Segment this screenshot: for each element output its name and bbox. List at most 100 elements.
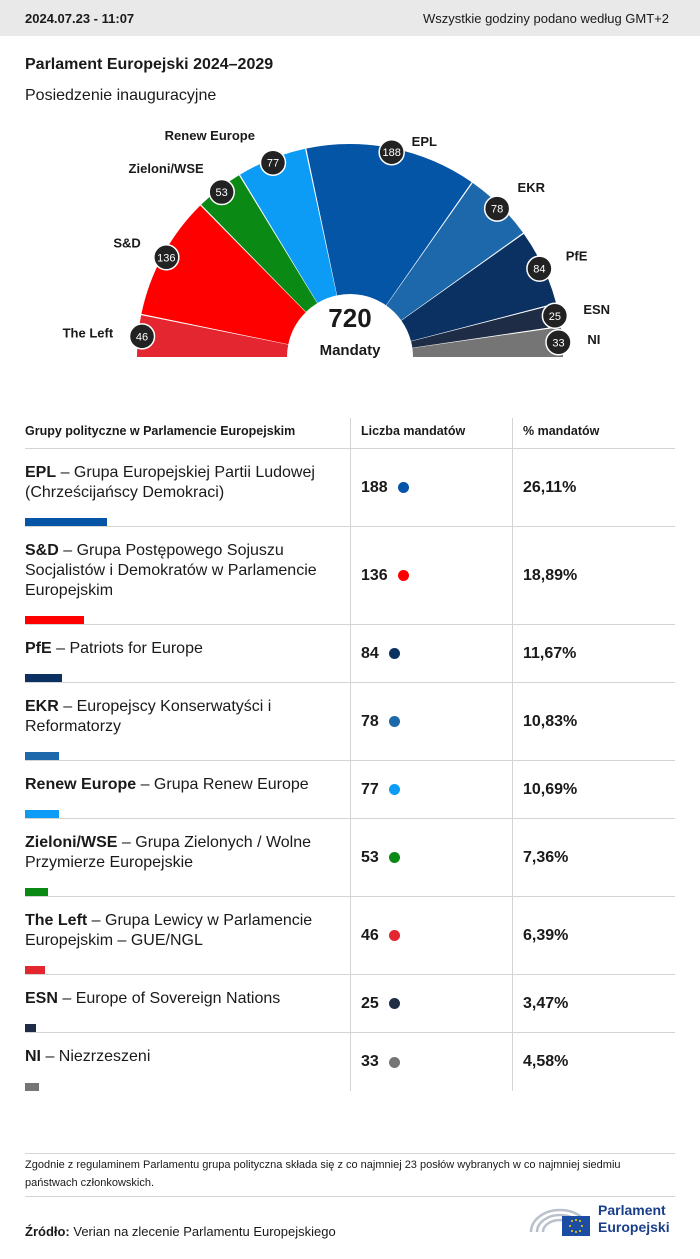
table-row: The Left – Grupa Lewicy w Parlamencie Eu… xyxy=(25,897,675,975)
segment-party-label: PfE xyxy=(566,248,588,263)
logo-text: Parlament Europejski xyxy=(598,1202,670,1236)
table-row: EKR – Europejscy Konserwatyści i Reforma… xyxy=(25,683,675,761)
group-name-cell: NI – Niezrzeszeni xyxy=(25,1033,350,1091)
header-groups: Grupy polityczne w Parlamencie Europejsk… xyxy=(25,424,296,438)
group-full-name: – Grupa Lewicy w Parlamencie Europejskim… xyxy=(25,912,313,949)
group-abbr: The Left xyxy=(25,912,88,929)
source-line: Źródło: Verian na zlecenie Parlamentu Eu… xyxy=(25,1224,336,1239)
group-name-cell: PfE – Patriots for Europe xyxy=(25,625,350,682)
seat-count-marker xyxy=(153,244,180,271)
seat-count: 136 xyxy=(361,566,388,584)
group-full-name: – Grupa Renew Europe xyxy=(136,776,309,793)
seats-cell: 33 xyxy=(350,1033,512,1091)
group-share-bar xyxy=(25,518,107,526)
percent-cell: 11,67% xyxy=(512,625,675,682)
seat-count: 33 xyxy=(361,1053,379,1070)
seats-cell: 77 xyxy=(350,761,512,818)
segment-value-label: 77 xyxy=(267,158,279,170)
segment-value-label: 136 xyxy=(157,252,175,264)
hemicycle-segment-1 xyxy=(141,205,306,345)
group-share-bar xyxy=(25,1024,36,1032)
table-row: S&D – Grupa Postępowego Sojuszu Socjalis… xyxy=(25,527,675,625)
table-row: PfE – Patriots for Europe 84 11,67% xyxy=(25,625,675,683)
seat-count: 53 xyxy=(361,848,379,866)
group-share-bar xyxy=(25,674,62,682)
hemicycle-chart: 46 The Left 136 S&D 53 Zieloni/WSE 77 Renew Eur… xyxy=(63,130,610,359)
segment-party-label: EPL xyxy=(412,134,437,149)
seats-cell: 188 xyxy=(350,449,512,526)
hemicycle-segment-2 xyxy=(201,175,318,312)
percent-cell: 3,47% xyxy=(512,975,675,1032)
group-full-name: – Patriots for Europe xyxy=(51,640,203,657)
group-full-name: – Niezrzeszeni xyxy=(41,1048,151,1065)
seat-count-marker xyxy=(526,255,553,282)
group-share-bar xyxy=(25,752,59,760)
segment-value-label: 84 xyxy=(533,264,545,276)
percent-cell: 18,89% xyxy=(512,527,675,624)
segment-value-label: 25 xyxy=(549,311,561,323)
hemicycle-segment-4 xyxy=(306,144,472,306)
table-body: EPL – Grupa Europejskiej Partii Ludowej … xyxy=(25,449,675,1091)
group-name-cell: EPL – Grupa Europejskiej Partii Ludowej … xyxy=(25,449,350,526)
group-name-cell: The Left – Grupa Lewicy w Parlamencie Eu… xyxy=(25,897,350,974)
group-color-dot xyxy=(388,784,400,795)
group-color-dot xyxy=(388,852,400,863)
table-row: Zieloni/WSE – Grupa Zielonych / Wolne Pr… xyxy=(25,819,675,897)
seat-count: 25 xyxy=(361,994,379,1012)
source-text: Verian na zlecenie Parlamentu Europejski… xyxy=(69,1224,336,1239)
group-name-cell: EKR – Europejscy Konserwatyści i Reforma… xyxy=(25,683,350,760)
total-seats-label: Mandaty xyxy=(320,342,382,359)
group-full-name: – Europe of Sovereign Nations xyxy=(57,990,281,1007)
group-abbr: PfE xyxy=(25,640,52,657)
ep-logo: Parlament Europejski xyxy=(527,1200,677,1240)
hemicycle-segment-7 xyxy=(411,304,561,348)
top-bar: 2024.07.23 - 11:07 Wszystkie godziny pod… xyxy=(0,0,700,36)
seat-percent: 6,39% xyxy=(523,926,569,944)
group-color-dot xyxy=(397,570,409,581)
chart-subtitle: Posiedzenie inauguracyjne xyxy=(25,87,217,104)
seat-percent: 7,36% xyxy=(523,848,569,866)
seat-percent: 10,83% xyxy=(523,712,578,730)
group-color-dot xyxy=(388,998,400,1009)
seat-count: 188 xyxy=(361,478,388,496)
seats-cell: 136 xyxy=(350,527,512,624)
segment-value-label: 78 xyxy=(491,204,503,216)
logo-line-2: Europejski xyxy=(598,1219,670,1235)
percent-cell: 10,83% xyxy=(512,683,675,760)
segment-party-label: NI xyxy=(587,332,600,347)
segment-party-label: S&D xyxy=(113,235,140,250)
table-row: EPL – Grupa Europejskiej Partii Ludowej … xyxy=(25,449,675,527)
group-color-dot xyxy=(388,716,400,727)
segment-value-label: 53 xyxy=(216,187,228,199)
total-seats-number: 720 xyxy=(328,303,371,333)
seat-count-marker xyxy=(545,329,572,356)
hemicycle-segment-8 xyxy=(412,327,563,357)
seat-percent: 26,11% xyxy=(523,478,577,496)
group-abbr: ESN xyxy=(25,990,58,1007)
group-abbr: Renew Europe xyxy=(25,776,137,793)
header-percent: % mandatów xyxy=(512,418,675,448)
seats-cell: 78 xyxy=(350,683,512,760)
chart-title: Parlament Europejski 2024–2029 xyxy=(25,56,274,73)
seat-percent: 10,69% xyxy=(523,780,578,798)
seat-count: 46 xyxy=(361,926,379,944)
group-name-cell: ESN – Europe of Sovereign Nations xyxy=(25,975,350,1032)
seat-count: 84 xyxy=(361,644,379,662)
group-color-dot xyxy=(388,1056,400,1068)
percent-cell: 6,39% xyxy=(512,897,675,974)
logo-line-1: Parlament xyxy=(598,1202,666,1218)
segment-party-label: ESN xyxy=(583,302,610,317)
group-color-dot xyxy=(388,648,400,659)
table-row: Renew Europe – Grupa Renew Europe 77 10,69… xyxy=(25,761,675,819)
seat-percent: 3,47% xyxy=(523,994,569,1012)
table-row: NI – Niezrzeszeni 33 4,58% xyxy=(25,1033,675,1091)
groups-table: Grupy polityczne w Parlamencie Europejsk… xyxy=(25,418,675,1091)
group-share-bar xyxy=(25,810,59,818)
group-share-bar xyxy=(25,966,45,974)
group-share-bar xyxy=(25,616,84,624)
seats-cell: 46 xyxy=(350,897,512,974)
group-name-cell: S&D – Grupa Postępowego Sojuszu Socjalis… xyxy=(25,527,350,624)
hemicycle-segment-0 xyxy=(137,315,289,357)
table-row: ESN – Europe of Sovereign Nations 25 3,47% xyxy=(25,975,675,1033)
segment-party-label: EKR xyxy=(518,180,546,195)
